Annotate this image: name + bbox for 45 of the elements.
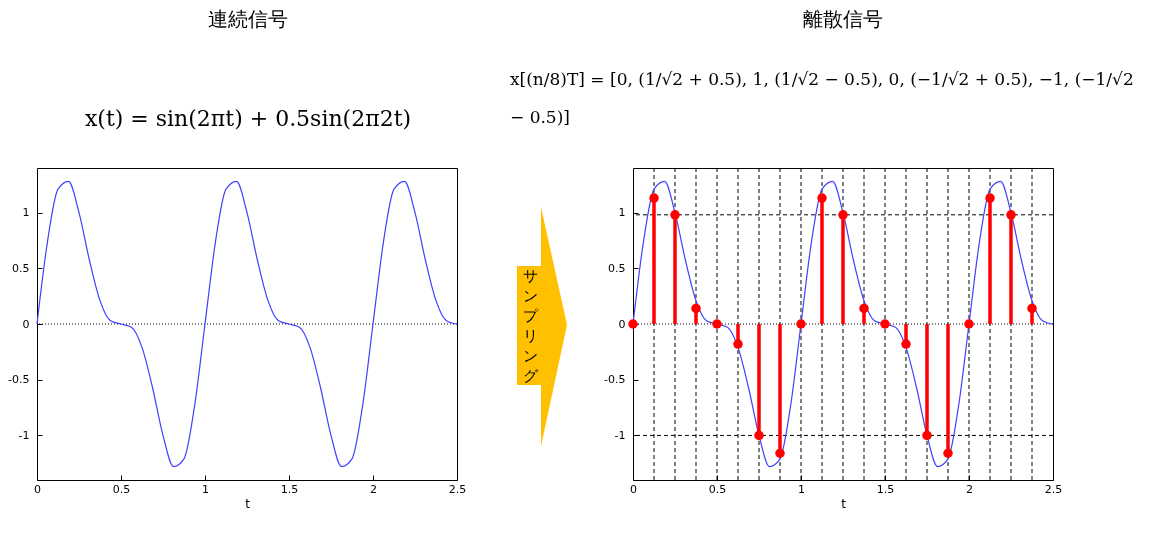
- x-tick-label: 2: [370, 482, 377, 496]
- y-tick-label: -1: [18, 428, 30, 442]
- x-tick-label: 2: [966, 482, 973, 496]
- chart-title: 離散信号: [802, 6, 884, 33]
- point: [859, 303, 869, 314]
- point: [754, 430, 764, 441]
- point: [1027, 303, 1037, 314]
- x-tick-label: 1: [798, 482, 805, 496]
- x-tick-label: 0: [630, 482, 637, 496]
- y-tick-label: -1: [614, 428, 626, 442]
- point: [775, 448, 785, 458]
- x-tick-label: 1: [202, 482, 209, 496]
- y-tick-label: 0.5: [608, 261, 626, 275]
- x-axis-title: t: [841, 496, 847, 511]
- point: [649, 193, 659, 203]
- x-axis-title: t: [245, 496, 251, 511]
- chart-subtitle: x[(n/8)T] = [0, (1/√2 + 0.5), 1, (1/√2 − 0.5), 0, (−1/√2 + 0.5), −1, (−1/√2 − 0.5)]: [510, 68, 1135, 129]
- chart-title: 連続信号: [207, 6, 289, 33]
- point: [1006, 210, 1016, 220]
- chart-subtitle: x(t) = sin(2πt) + 0.5sin(2π2t): [83, 106, 413, 131]
- x-tick-label: 0.5: [112, 482, 131, 496]
- y-tick-label: 0.5: [12, 261, 30, 275]
- y-tick-label: 1: [22, 206, 30, 220]
- point: [838, 210, 848, 220]
- point: [922, 430, 932, 441]
- y-tick-label: 0: [618, 317, 626, 331]
- x-tick-label: 2.5: [1044, 482, 1063, 496]
- x-tick-label: 1.5: [876, 482, 895, 496]
- point: [733, 339, 743, 349]
- y-tick-label: -0.5: [604, 373, 626, 387]
- x-tick-label: 1.5: [280, 482, 299, 496]
- y-tick-label: 0: [22, 317, 30, 331]
- x-tick-label: 0.5: [708, 482, 727, 496]
- point: [670, 210, 680, 220]
- point: [691, 303, 701, 314]
- point: [943, 448, 953, 458]
- point: [985, 193, 995, 203]
- x-tick-label: 0: [34, 482, 41, 496]
- x-tick-label: 2.5: [448, 482, 467, 496]
- point: [901, 339, 911, 349]
- text: サンプリング: [522, 266, 538, 386]
- y-tick-label: -0.5: [8, 373, 30, 387]
- point: [817, 193, 827, 203]
- line-series: [36, 180, 458, 468]
- y-tick-label: 1: [618, 206, 626, 220]
